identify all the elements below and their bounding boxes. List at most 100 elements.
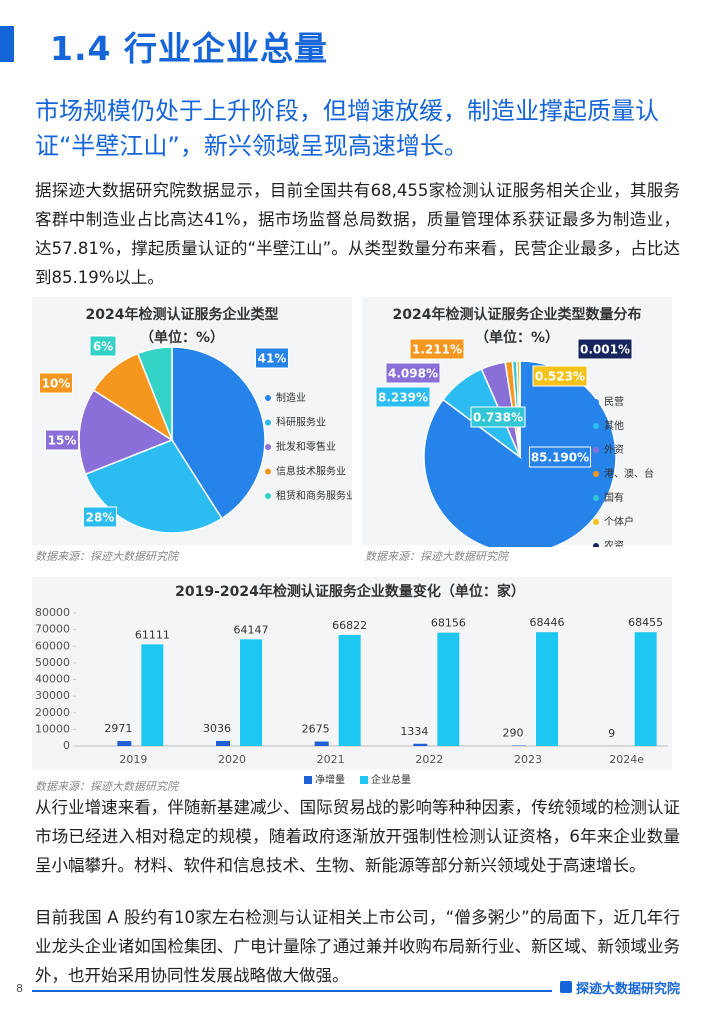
pie-slice (78, 389, 174, 476)
data-label: 8.239% (378, 391, 428, 405)
legend-label: 信息技术服务业 (276, 465, 346, 478)
legend-label: 农资 (604, 539, 624, 547)
legend-label: 外资 (604, 444, 624, 456)
legend-marker (360, 776, 368, 784)
data-label: 1334 (400, 725, 428, 738)
label-box (83, 506, 117, 528)
legend-label: 制造业 (276, 391, 306, 404)
pie-slice (84, 439, 223, 534)
x-tick-label: 2022 (415, 753, 443, 766)
legend-label: 民营 (604, 395, 624, 408)
chart-subtitle: （单位：%） (475, 329, 559, 346)
paragraph: 据探迹大数据研究院数据显示，目前全国共有68,455家检测认证服务相关企业，其服… (35, 181, 680, 287)
bar (117, 741, 132, 746)
legend-marker (265, 395, 271, 401)
legend-marker (593, 519, 599, 525)
bar (216, 740, 230, 746)
data-label: 64147 (234, 623, 269, 636)
legend-marker (593, 447, 599, 453)
y-tick-label: 70000 (35, 623, 70, 636)
pie-chart: 2024年检测认证服务企业类型 （单位：%） 41% 28% 15% 10% 6% 制造业科研… (32, 297, 352, 545)
data-label: 0.523% (535, 370, 585, 384)
data-label: 4.098% (388, 367, 438, 381)
legend-marker (593, 543, 599, 547)
legend-marker (593, 471, 599, 477)
y-tick-label: 60000 (35, 639, 70, 652)
x-tick-label: 2020 (218, 753, 246, 766)
bar (413, 743, 428, 746)
chart-title: 2024年检测认证服务企业类型数量分布 (393, 306, 642, 323)
bar (634, 632, 657, 746)
chart-title: 2019-2024年检测认证服务企业数量变化（单位：家） (175, 583, 525, 600)
bar (314, 741, 329, 746)
data-label: 41% (258, 352, 287, 366)
data-label: 9 (608, 727, 615, 740)
brand-icon (560, 981, 572, 993)
legend-label: 个体户 (604, 515, 634, 528)
data-label: 1.211% (412, 343, 462, 357)
legend-marker (265, 444, 271, 450)
label-box (89, 335, 117, 357)
legend-marker (265, 419, 271, 426)
source-note: 数据来源：探迹大数据研究院 (35, 550, 178, 563)
data-label: 15% (48, 434, 77, 448)
legend-marker (593, 495, 599, 501)
label-box (255, 347, 289, 369)
x-tick-label: 2021 (317, 753, 345, 766)
data-label: 68446 (530, 616, 565, 629)
subtitle: 市场规模仍处于上升阶段，但增速放缓，制造业撑起质量认证“半壁江山”，新兴领域呈现… (35, 97, 659, 160)
brand: 探迹大数据研究院 (576, 982, 681, 997)
label-box (409, 338, 465, 360)
data-label: 0.738% (473, 411, 523, 425)
data-label: 0.001% (580, 343, 630, 357)
x-tick-label: 2019 (119, 753, 147, 766)
pie-chart: 2024年检测认证服务企业类型数量分布 （单位：%） 85.190% 8.239% 4.… (362, 297, 672, 547)
legend-label: 科研服务业 (276, 416, 326, 429)
data-label: 28% (86, 511, 115, 525)
bar (536, 632, 558, 746)
section-title: 1.4 行业企业总量 (50, 29, 328, 68)
bar-chart: 2019-2024年检测认证服务企业数量变化（单位：家） 0 10000 20000 3… (32, 577, 672, 786)
data-label: 2675 (302, 723, 330, 736)
bar (141, 644, 164, 746)
data-label: 2971 (104, 722, 132, 735)
data-label: 85.190% (531, 451, 589, 465)
label-box (375, 386, 431, 408)
legend-marker (593, 399, 599, 405)
data-label: 10% (42, 377, 71, 391)
chart-title: 2024年检测认证服务企业类型 (86, 306, 279, 323)
data-label: 3036 (203, 722, 231, 735)
label-box (385, 362, 441, 384)
legend-label: 批发和零售业 (276, 440, 336, 453)
legend-marker (265, 468, 271, 475)
label-box (529, 446, 591, 468)
pie-slice (136, 346, 173, 441)
legend-marker (593, 423, 599, 429)
footer-line (32, 990, 552, 992)
label-box (39, 372, 73, 394)
legend-label: 国有 (604, 491, 624, 504)
label-box (577, 338, 633, 360)
y-tick-label: 50000 (35, 656, 70, 669)
legend-label: 企业总量 (371, 773, 411, 786)
label-box (470, 406, 526, 428)
y-tick-label: 80000 (35, 606, 70, 619)
data-label: 68455 (628, 616, 663, 629)
data-label: 6% (93, 340, 113, 354)
paragraph: 从行业增速来看，伴随新基建减少、国际贸易战的影响等种种因素，传统领域的检测认证市… (35, 798, 680, 875)
legend-marker (304, 776, 312, 784)
source-note: 数据来源：探迹大数据研究院 (365, 550, 508, 563)
y-tick-label: 40000 (35, 673, 70, 686)
header-decoration (0, 26, 14, 62)
bar (338, 634, 361, 746)
legend-label: 租赁和商务服务业 (276, 489, 352, 502)
y-tick-label: 10000 (35, 722, 70, 735)
bar (437, 632, 460, 746)
data-label: 68156 (431, 617, 466, 630)
page-number: 8 (16, 982, 23, 995)
legend-label: 净增量 (315, 773, 345, 786)
y-tick-label: 20000 (35, 706, 70, 719)
data-label: 290 (503, 727, 524, 740)
label-box (45, 429, 79, 451)
data-label: 66822 (332, 619, 367, 632)
